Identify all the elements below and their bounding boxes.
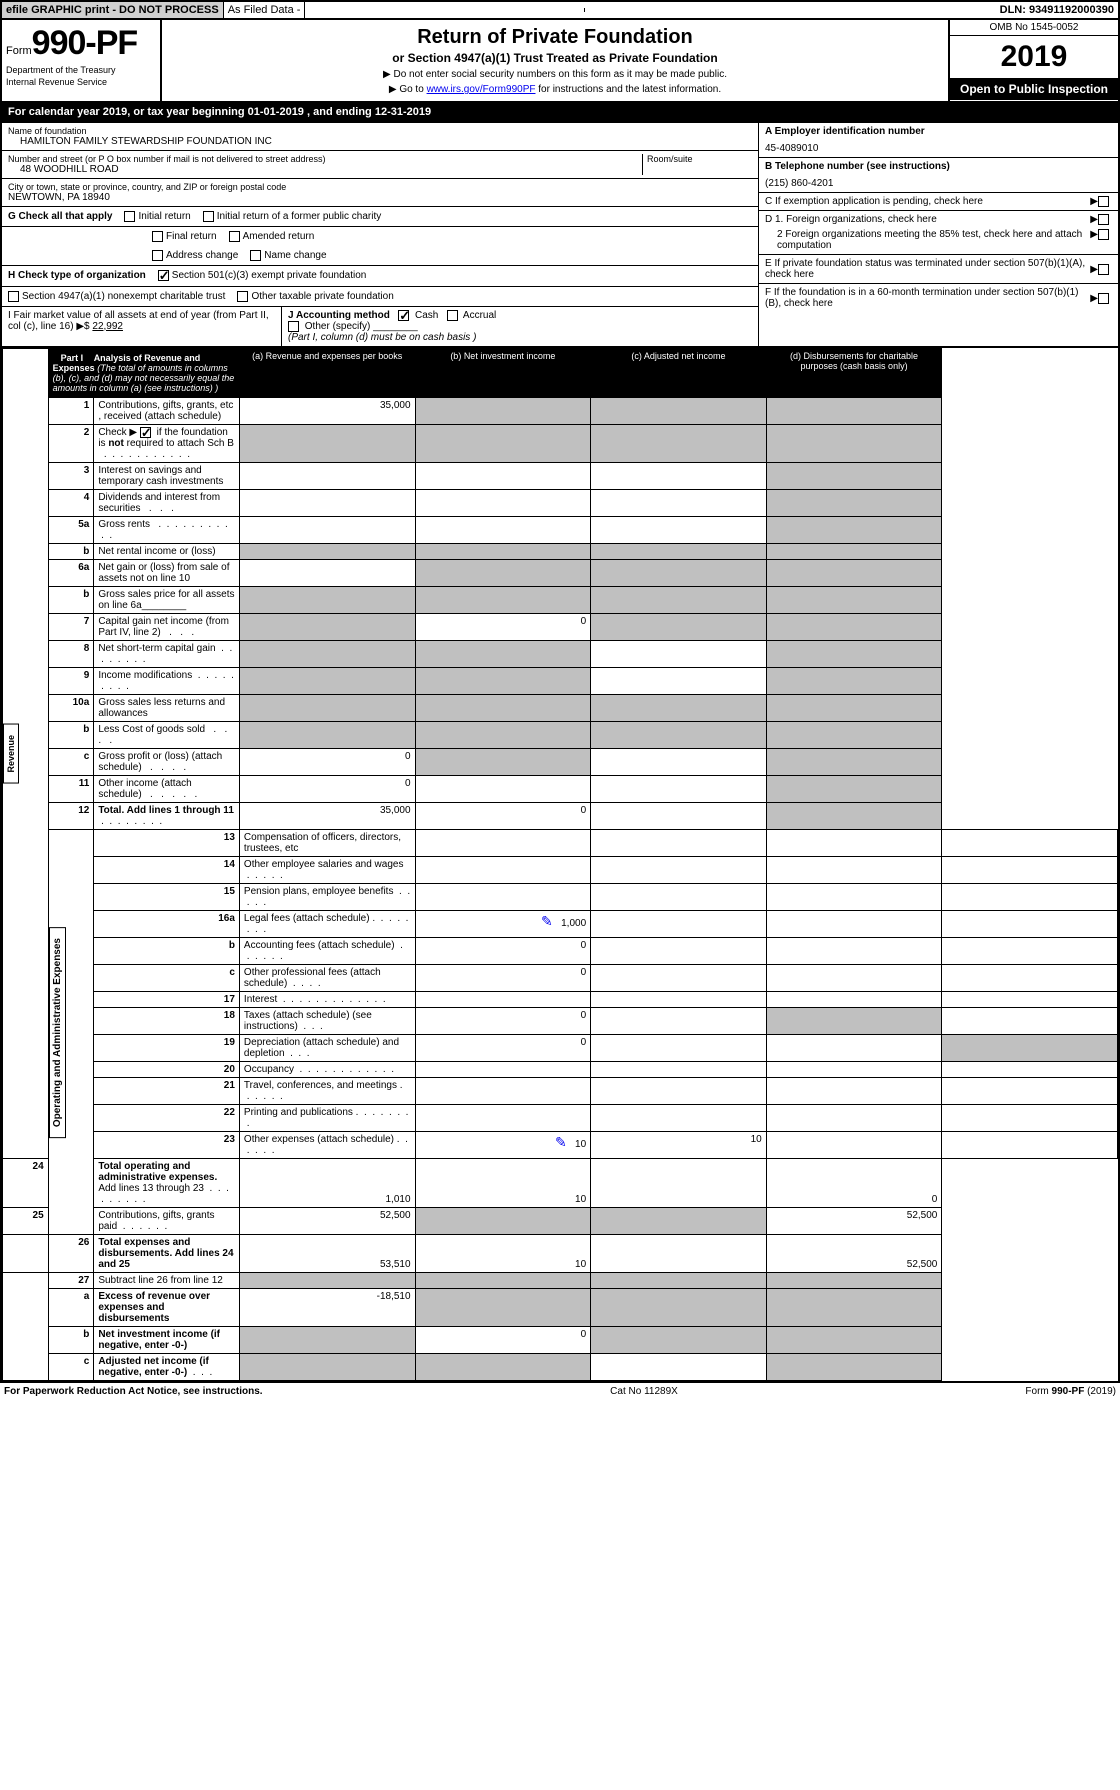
- form-number: 990-PF: [32, 24, 138, 62]
- omb-number: OMB No 1545-0052: [950, 20, 1118, 36]
- as-filed: As Filed Data -: [224, 2, 306, 18]
- legal-fees-link[interactable]: ✎: [541, 913, 553, 929]
- other-taxable-checkbox[interactable]: [237, 291, 248, 302]
- foreign-org-checkbox[interactable]: [1098, 214, 1109, 225]
- footer-right: Form 990-PF (2019): [1025, 1386, 1116, 1397]
- form-word: Form: [6, 45, 32, 57]
- form-subtitle: or Section 4947(a)(1) Trust Treated as P…: [168, 51, 942, 65]
- revenue-side-label: Revenue: [3, 724, 19, 784]
- former-charity-checkbox[interactable]: [203, 211, 214, 222]
- exemption-pending-checkbox[interactable]: [1098, 196, 1109, 207]
- name-cell: Name of foundation HAMILTON FAMILY STEWA…: [2, 123, 758, 151]
- footer-mid: Cat No 11289X: [610, 1386, 678, 1397]
- tax-year: 2019: [950, 36, 1118, 78]
- instruction-2: ▶ Go to www.irs.gov/Form990PF for instru…: [168, 84, 942, 95]
- blank-box: [305, 8, 585, 12]
- cash-checkbox[interactable]: [398, 310, 409, 321]
- ein-value: 45-4089010: [765, 143, 1112, 154]
- form-title: Return of Private Foundation: [168, 26, 942, 49]
- terminated-checkbox[interactable]: [1098, 264, 1109, 275]
- form-id-block: Form990-PF Department of the Treasury In…: [2, 20, 162, 101]
- inst2-post: for instructions and the latest informat…: [535, 84, 721, 95]
- initial-return-checkbox[interactable]: [124, 211, 135, 222]
- footer-left: For Paperwork Reduction Act Notice, see …: [4, 1386, 263, 1397]
- inst2-pre: ▶ Go to: [389, 84, 427, 95]
- 4947-checkbox[interactable]: [8, 291, 19, 302]
- col-a-header: (a) Revenue and expenses per books: [239, 348, 415, 397]
- final-return-checkbox[interactable]: [152, 231, 163, 242]
- h-row: H Check type of organization Section 501…: [2, 266, 758, 286]
- open-to-public: Open to Public Inspection: [950, 78, 1118, 100]
- dept-line2: Internal Revenue Service: [6, 77, 156, 87]
- calendar-year-row: For calendar year 2019, or tax year begi…: [2, 103, 1118, 123]
- schb-checkbox[interactable]: [140, 427, 151, 438]
- 501c3-checkbox[interactable]: [158, 270, 169, 281]
- top-bar: efile GRAPHIC print - DO NOT PROCESS As …: [2, 2, 1118, 20]
- street-address: 48 WOODHILL ROAD: [8, 164, 642, 175]
- year-block: OMB No 1545-0052 2019 Open to Public Ins…: [948, 20, 1118, 101]
- address-cell: Number and street (or P O box number if …: [2, 151, 758, 179]
- city-state-zip: NEWTOWN, PA 18940: [8, 192, 752, 203]
- foundation-name: HAMILTON FAMILY STEWARDSHIP FOUNDATION I…: [8, 136, 752, 147]
- g-row: G Check all that apply Initial return In…: [2, 207, 758, 227]
- fmv-value: 22,992: [92, 321, 123, 332]
- dept-line1: Department of the Treasury: [6, 65, 156, 75]
- room-label: Room/suite: [647, 154, 752, 164]
- 85pct-test-checkbox[interactable]: [1098, 229, 1109, 240]
- city-cell: City or town, state or province, country…: [2, 179, 758, 207]
- name-change-checkbox[interactable]: [250, 250, 261, 261]
- amended-return-checkbox[interactable]: [229, 231, 240, 242]
- expenses-side-label: Operating and Administrative Expenses: [49, 927, 66, 1138]
- fmv-cell: I Fair market value of all assets at end…: [2, 307, 282, 346]
- address-change-checkbox[interactable]: [152, 250, 163, 261]
- efile-notice: efile GRAPHIC print - DO NOT PROCESS: [2, 2, 224, 18]
- page-footer: For Paperwork Reduction Act Notice, see …: [0, 1383, 1120, 1400]
- part1-table: Revenue Part I Analysis of Revenue and E…: [2, 348, 1118, 1381]
- instruction-1: ▶ Do not enter social security numbers o…: [168, 69, 942, 80]
- other-expenses-link[interactable]: ✎: [555, 1134, 567, 1150]
- col-c-header: (c) Adjusted net income: [591, 348, 767, 397]
- col-b-header: (b) Net investment income: [415, 348, 591, 397]
- phone-value: (215) 860-4201: [765, 178, 1112, 189]
- accounting-method-cell: J Accounting method Cash Accrual Other (…: [282, 307, 758, 346]
- title-block: Return of Private Foundation or Section …: [162, 20, 948, 101]
- dln: DLN: 93491192000390: [996, 2, 1118, 18]
- other-method-checkbox[interactable]: [288, 321, 299, 332]
- irs-link[interactable]: www.irs.gov/Form990PF: [427, 84, 536, 95]
- col-d-header: (d) Disbursements for charitable purpose…: [766, 348, 942, 397]
- 60month-checkbox[interactable]: [1098, 293, 1109, 304]
- accrual-checkbox[interactable]: [447, 310, 458, 321]
